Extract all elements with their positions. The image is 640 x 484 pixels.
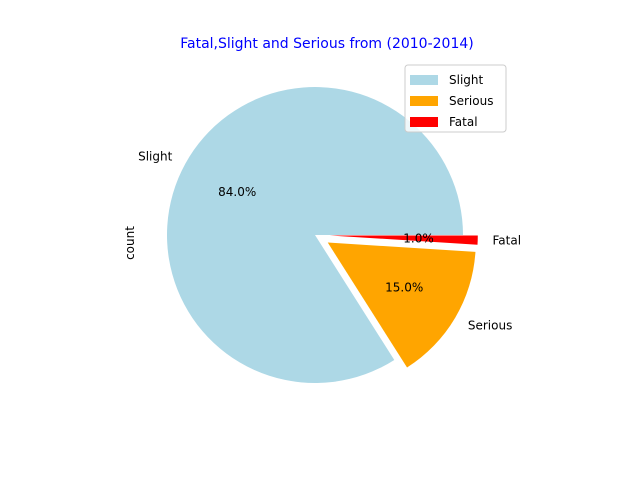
pie-slices [167, 87, 478, 384]
pie-slice-serious [327, 242, 476, 368]
legend: Slight Serious Fatal [404, 64, 507, 133]
pie-percent-labels: 84.0% 15.0% 1.0% [218, 185, 434, 295]
y-axis-label: count [123, 226, 137, 260]
slice-percent-serious: 15.0% [385, 281, 423, 295]
slice-percent-slight: 84.0% [218, 185, 256, 199]
pie-slice-labels: Slight Serious Fatal [138, 150, 521, 333]
slice-label-fatal: Fatal [493, 234, 522, 248]
legend-swatch-fatal [410, 117, 438, 127]
legend-swatch-slight [410, 75, 438, 85]
pie-slice-fatal [329, 235, 478, 245]
chart-title: Fatal,Slight and Serious from (2010-2014… [180, 36, 474, 52]
slice-percent-fatal: 1.0% [403, 231, 434, 245]
legend-label-fatal: Fatal [449, 115, 478, 129]
slice-label-serious: Serious [468, 318, 512, 332]
legend-swatch-serious [410, 96, 438, 106]
pie-slice-slight [167, 87, 463, 384]
legend-label-slight: Slight [449, 73, 484, 87]
slice-label-slight: Slight [138, 150, 173, 164]
legend-label-serious: Serious [449, 94, 493, 108]
